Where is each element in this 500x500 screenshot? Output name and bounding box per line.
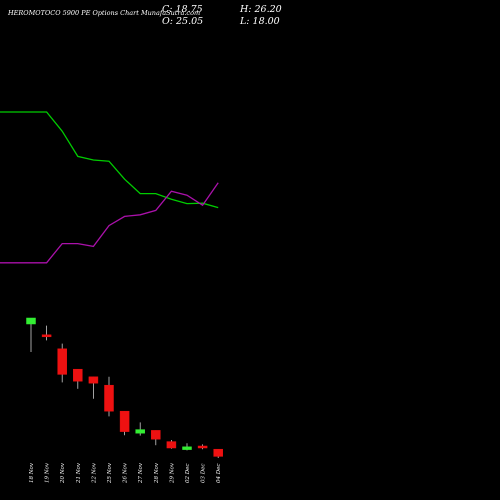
candle-body <box>197 445 208 449</box>
candle-26-nov <box>119 410 130 436</box>
candle-02-dec <box>182 443 192 451</box>
candle-21-nov <box>73 368 83 389</box>
candle-body <box>166 441 177 449</box>
candle-body <box>182 446 192 450</box>
x-tick-label: 02 Dec <box>185 464 191 484</box>
x-tick-label: 19 Nov <box>45 462 51 483</box>
close-value: C: 18.75 <box>162 4 203 15</box>
candle-27-nov <box>135 422 145 436</box>
candle-19-nov <box>41 325 52 341</box>
candle-18-nov <box>26 317 36 352</box>
candle-29-nov <box>166 440 177 449</box>
x-tick-label: 18 Nov <box>29 462 35 483</box>
x-tick-label: 03 Dec <box>201 464 207 484</box>
candle-body <box>26 317 36 325</box>
high-value: H: 26.20 <box>240 4 282 15</box>
open-value: O: 25.05 <box>162 16 204 27</box>
x-tick-label: 28 Nov <box>154 462 160 484</box>
candle-04-dec <box>213 448 223 458</box>
candle-03-dec <box>197 444 208 450</box>
x-tick-label: 26 Nov <box>123 462 129 484</box>
candle-body <box>119 410 130 432</box>
candle-body <box>73 368 83 382</box>
x-tick-label: 29 Nov <box>169 462 175 484</box>
candle-body <box>57 348 67 375</box>
candle-25-nov <box>104 376 114 417</box>
chart-title: HEROMOTOCO 5900 PE Options Chart MunafaS… <box>8 9 201 17</box>
candle-body <box>88 376 99 384</box>
candle-20-nov <box>57 343 67 383</box>
x-tick-label: 27 Nov <box>138 462 144 484</box>
x-tick-label: 21 Nov <box>76 462 82 484</box>
green-indicator-line <box>0 111 219 209</box>
candle-22-nov <box>88 376 99 399</box>
candle-body <box>135 429 145 434</box>
low-value: L: 18.00 <box>240 16 280 27</box>
x-tick-label: 04 Dec <box>216 464 222 484</box>
x-tick-label: 22 Nov <box>91 462 97 484</box>
candle-28-nov <box>151 430 161 446</box>
purple-indicator-line <box>0 182 219 264</box>
candle-body <box>41 334 52 338</box>
candle-body <box>151 430 161 440</box>
x-tick-label: 20 Nov <box>60 462 66 484</box>
x-tick-label: 25 Nov <box>107 462 113 484</box>
candle-body <box>213 448 223 457</box>
candle-body <box>104 384 114 412</box>
